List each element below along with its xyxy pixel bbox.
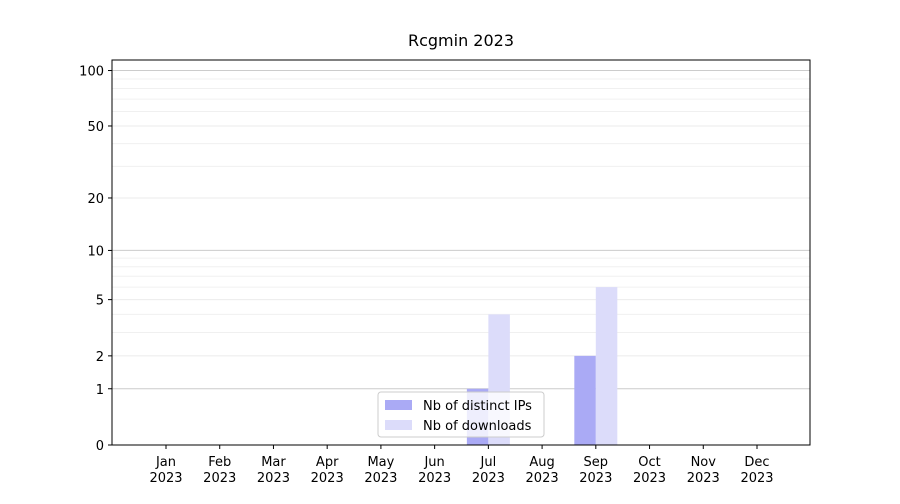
x-tick-label: May 2023 xyxy=(364,455,397,486)
legend-box xyxy=(377,391,545,438)
legend-swatch xyxy=(385,400,412,410)
x-tick-label: Mar 2023 xyxy=(257,455,290,486)
x-tick-label: Feb 2023 xyxy=(203,455,236,486)
x-tick-label: Sep 2023 xyxy=(579,455,612,486)
legend-swatch xyxy=(385,420,412,430)
x-tick-label: Jul 2023 xyxy=(472,455,505,486)
bar xyxy=(574,355,596,445)
y-tick-label: 100 xyxy=(79,65,104,80)
x-tick-label: Aug 2023 xyxy=(526,455,559,486)
x-tick-label: Dec 2023 xyxy=(740,455,773,486)
x-tick-label: Oct 2023 xyxy=(633,455,666,486)
y-tick-label: 20 xyxy=(87,192,104,207)
x-tick-label: Jun 2023 xyxy=(418,455,451,486)
y-tick-label: 10 xyxy=(87,244,104,259)
y-tick-label: 50 xyxy=(87,120,104,135)
chart-title: Rcgmin 2023 xyxy=(408,31,514,50)
x-tick-label: Nov 2023 xyxy=(687,455,720,486)
y-tick-label: 0 xyxy=(96,439,104,454)
bar xyxy=(595,287,618,445)
y-tick-label: 1 xyxy=(96,383,104,398)
legend-label: Nb of downloads xyxy=(423,419,532,434)
legend-label: Nb of distinct IPs xyxy=(423,399,532,414)
x-tick-label: Jan 2023 xyxy=(149,455,182,486)
y-tick-label: 5 xyxy=(96,294,104,309)
y-tick-label: 2 xyxy=(96,350,104,365)
plot-frame xyxy=(111,59,811,446)
x-tick-label: Apr 2023 xyxy=(311,455,344,486)
